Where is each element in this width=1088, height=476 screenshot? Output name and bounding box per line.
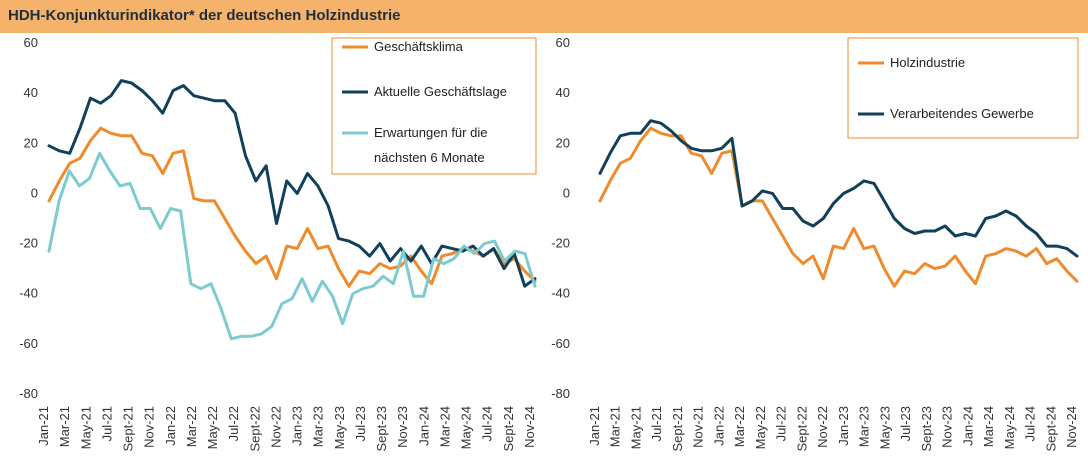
y-tick-label: 20 xyxy=(556,135,570,150)
x-tick-label: Mar-24 xyxy=(981,406,996,447)
legend-box xyxy=(847,37,1079,139)
series-line-erwartungen-für-die-nächsten-6-monate xyxy=(47,151,537,341)
y-tick-label: 40 xyxy=(556,85,570,100)
legend-label: Verarbeitendes Gewerbe xyxy=(890,106,1034,121)
legend-label: Aktuelle Geschäftslage xyxy=(374,84,507,99)
x-tick-label: Jan-23 xyxy=(836,406,851,446)
x-tick-label: Sept-21 xyxy=(670,406,685,452)
y-tick-label: 60 xyxy=(24,35,38,50)
x-tick-label: Sept-21 xyxy=(121,406,136,452)
x-tick-label: Jan-23 xyxy=(290,406,305,446)
x-tick-label: May-23 xyxy=(332,406,347,449)
x-tick-label: Mar-22 xyxy=(184,406,199,447)
x-tick-label: Mar-21 xyxy=(608,406,623,447)
series-line-holzindustrie xyxy=(598,126,1079,288)
series-line-geschäftsklima xyxy=(47,126,537,288)
y-tick-label: 0 xyxy=(31,185,38,200)
x-tick-label: May-22 xyxy=(205,406,220,449)
legend-label: Holzindustrie xyxy=(890,55,965,70)
x-tick-label: Jul-24 xyxy=(1023,406,1038,441)
y-tick-label: -40 xyxy=(551,286,570,301)
legend-label: Erwartungen für die nächsten 6 Monate xyxy=(374,125,487,165)
x-tick-label: Jan-24 xyxy=(416,406,431,446)
x-tick-label: May-21 xyxy=(628,406,643,449)
x-tick-label: Nov-24 xyxy=(1064,406,1079,448)
x-tick-label: May-21 xyxy=(78,406,93,449)
x-tick-label: Sept-24 xyxy=(1043,406,1058,452)
x-tick-label: Nov-21 xyxy=(691,406,706,448)
x-tick-label: Mar-23 xyxy=(857,406,872,447)
x-tick-label: May-24 xyxy=(459,406,474,449)
y-tick-label: -80 xyxy=(551,386,570,401)
x-tick-label: Jul-23 xyxy=(898,406,913,441)
y-tick-label: 40 xyxy=(24,85,38,100)
x-tick-label: Sept-22 xyxy=(794,406,809,452)
y-tick-label: -80 xyxy=(19,386,38,401)
x-tick-label: May-22 xyxy=(753,406,768,449)
x-tick-label: Jul-21 xyxy=(649,406,664,441)
x-tick-label: Nov-24 xyxy=(522,406,537,448)
series-line-verarbeitendes-gewerbe xyxy=(598,119,1079,258)
x-tick-label: Jan-22 xyxy=(711,406,726,446)
x-tick-label: Jan-21 xyxy=(587,406,602,446)
x-tick-label: Jul-22 xyxy=(774,406,789,441)
y-tick-label: -60 xyxy=(19,336,38,351)
series-line-aktuelle-geschäftslage xyxy=(47,79,537,288)
x-tick-label: Jul-23 xyxy=(353,406,368,441)
y-tick-label: -40 xyxy=(19,286,38,301)
title-bar: HDH-Konjunkturindikator* der deutschen H… xyxy=(0,0,1088,33)
y-tick-label: -60 xyxy=(551,336,570,351)
y-tick-label: 0 xyxy=(563,185,570,200)
x-tick-label: Mar-21 xyxy=(57,406,72,447)
y-tick-label: 20 xyxy=(24,135,38,150)
x-tick-label: Sept-22 xyxy=(247,406,262,452)
x-tick-label: Mar-23 xyxy=(311,406,326,447)
x-tick-label: Jan-21 xyxy=(36,406,51,446)
x-tick-label: Nov-21 xyxy=(142,406,157,448)
x-tick-label: Nov-22 xyxy=(268,406,283,448)
legend-label: Geschäftsklima xyxy=(374,39,464,54)
x-tick-label: May-23 xyxy=(877,406,892,449)
x-tick-label: Jul-24 xyxy=(480,406,495,441)
legend-box xyxy=(331,37,537,175)
x-tick-label: Mar-24 xyxy=(437,406,452,447)
x-tick-label: Jan-22 xyxy=(163,406,178,446)
y-tick-label: -20 xyxy=(551,236,570,251)
x-tick-label: Jul-22 xyxy=(226,406,241,441)
x-tick-label: Nov-23 xyxy=(940,406,955,448)
x-tick-label: Nov-22 xyxy=(815,406,830,448)
x-tick-label: Jul-21 xyxy=(99,406,114,441)
x-tick-label: Jan-24 xyxy=(960,406,975,446)
x-tick-label: Sept-23 xyxy=(374,406,389,452)
x-tick-label: May-24 xyxy=(1002,406,1017,449)
chart-title: HDH-Konjunkturindikator* der deutschen H… xyxy=(8,7,401,24)
x-tick-label: Sept-23 xyxy=(919,406,934,452)
y-tick-label: 60 xyxy=(556,35,570,50)
x-tick-label: Sept-24 xyxy=(501,406,516,452)
y-tick-label: -20 xyxy=(19,236,38,251)
x-tick-label: Mar-22 xyxy=(732,406,747,447)
x-tick-label: Nov-23 xyxy=(395,406,410,448)
